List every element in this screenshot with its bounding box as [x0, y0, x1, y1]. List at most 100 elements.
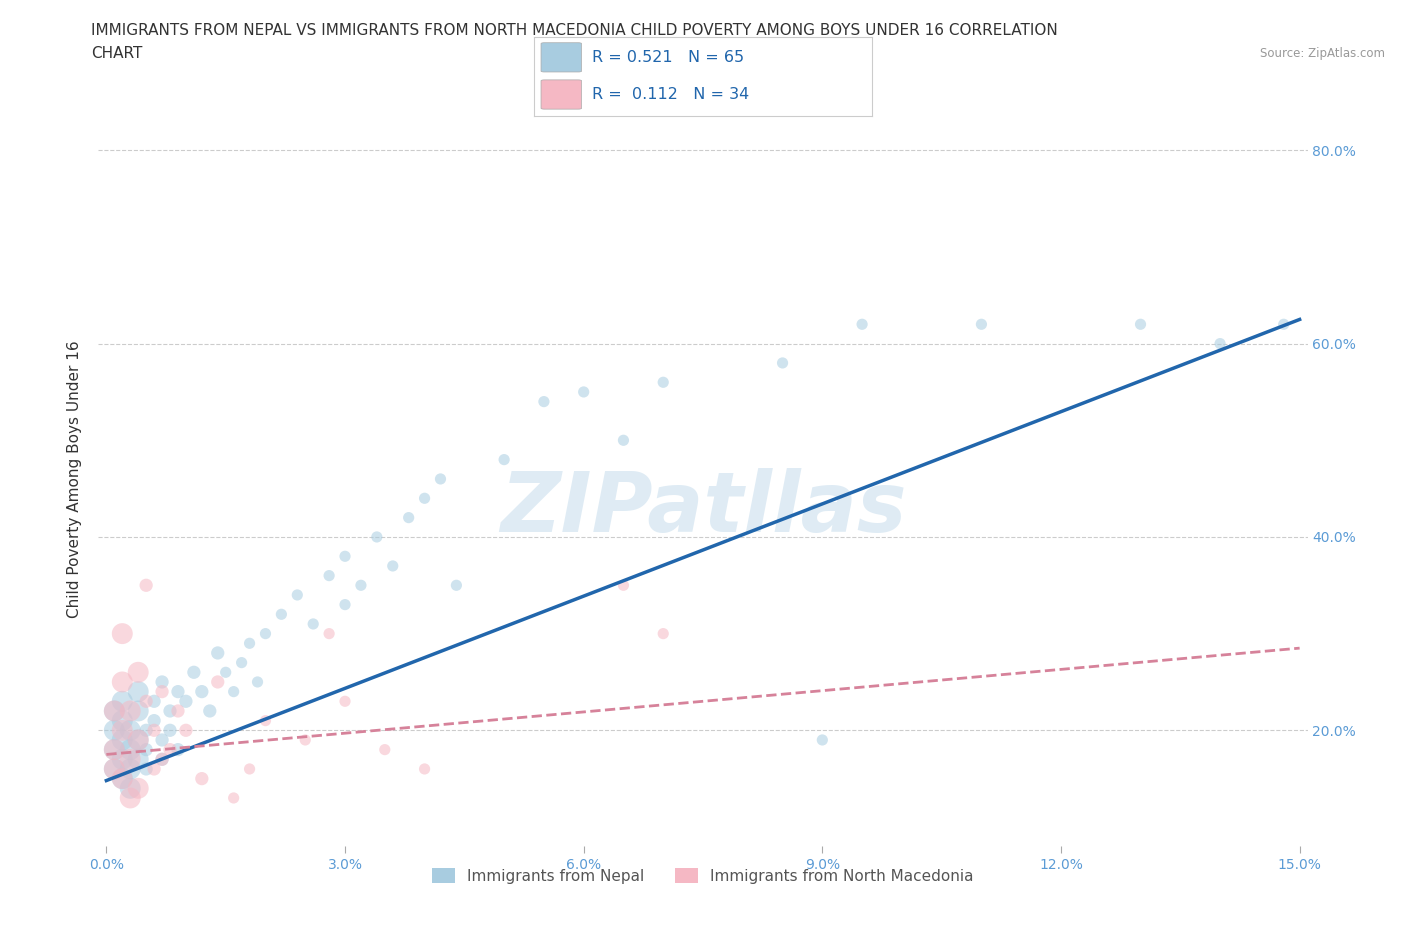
Point — [111, 733, 134, 748]
Point — [167, 742, 190, 757]
Point — [150, 674, 173, 689]
Point — [111, 751, 134, 766]
Point — [246, 674, 269, 689]
Y-axis label: Child Poverty Among Boys Under 16: Child Poverty Among Boys Under 16 — [67, 340, 83, 618]
Point — [127, 733, 149, 748]
Point — [159, 703, 181, 718]
Text: Source: ZipAtlas.com: Source: ZipAtlas.com — [1260, 46, 1385, 60]
Point — [120, 723, 142, 737]
Point — [811, 733, 834, 748]
Point — [302, 617, 325, 631]
Point — [120, 790, 142, 805]
Point — [612, 432, 634, 447]
Point — [1272, 317, 1295, 332]
Point — [366, 529, 388, 544]
Point — [150, 751, 173, 766]
FancyBboxPatch shape — [541, 43, 582, 72]
Point — [150, 751, 173, 766]
Point — [127, 703, 149, 718]
Point — [127, 751, 149, 766]
Point — [143, 762, 166, 777]
Point — [111, 674, 134, 689]
Point — [413, 762, 436, 777]
Point — [120, 742, 142, 757]
Point — [572, 384, 595, 399]
Point — [167, 684, 190, 699]
Point — [333, 549, 356, 564]
Point — [183, 665, 205, 680]
Point — [198, 703, 221, 718]
Point — [612, 578, 634, 592]
Point — [222, 790, 245, 805]
Point — [120, 762, 142, 777]
Point — [111, 771, 134, 786]
Point — [215, 665, 238, 680]
Point — [103, 742, 125, 757]
Point — [772, 355, 794, 370]
Point — [398, 511, 420, 525]
Point — [143, 723, 166, 737]
Point — [191, 684, 214, 699]
Point — [254, 626, 277, 641]
Point — [254, 713, 277, 728]
Point — [127, 665, 149, 680]
Point — [159, 723, 181, 737]
Point — [150, 684, 173, 699]
Point — [191, 771, 214, 786]
Point — [143, 694, 166, 709]
Point — [111, 771, 134, 786]
Point — [103, 762, 125, 777]
Text: R = 0.521   N = 65: R = 0.521 N = 65 — [592, 50, 744, 65]
Point — [135, 742, 157, 757]
Point — [350, 578, 373, 592]
Point — [318, 626, 340, 641]
Point — [533, 394, 555, 409]
Point — [429, 472, 451, 486]
Point — [333, 694, 356, 709]
FancyBboxPatch shape — [541, 80, 582, 109]
Point — [652, 626, 675, 641]
Point — [135, 723, 157, 737]
Point — [381, 559, 404, 574]
Point — [222, 684, 245, 699]
Point — [103, 723, 125, 737]
Point — [239, 636, 262, 651]
Point — [1129, 317, 1152, 332]
Point — [103, 762, 125, 777]
Point — [150, 733, 173, 748]
Point — [127, 781, 149, 796]
Point — [294, 733, 316, 748]
Point — [970, 317, 993, 332]
Point — [318, 568, 340, 583]
Point — [111, 723, 134, 737]
Point — [207, 645, 229, 660]
Point — [231, 656, 253, 671]
Point — [1209, 336, 1232, 351]
Text: CHART: CHART — [91, 46, 143, 61]
Point — [120, 781, 142, 796]
Point — [127, 733, 149, 748]
Point — [111, 694, 134, 709]
Point — [135, 694, 157, 709]
Point — [413, 491, 436, 506]
Point — [103, 703, 125, 718]
Point — [374, 742, 396, 757]
Point — [285, 588, 308, 603]
Text: ZIPatllas: ZIPatllas — [499, 468, 907, 549]
Point — [111, 626, 134, 641]
Legend: Immigrants from Nepal, Immigrants from North Macedonia: Immigrants from Nepal, Immigrants from N… — [426, 862, 980, 890]
Point — [103, 742, 125, 757]
Point — [167, 703, 190, 718]
Point — [494, 452, 516, 467]
Point — [851, 317, 873, 332]
Text: R =  0.112   N = 34: R = 0.112 N = 34 — [592, 87, 749, 102]
Point — [652, 375, 675, 390]
Point — [120, 751, 142, 766]
Point — [270, 607, 292, 622]
Point — [135, 762, 157, 777]
Point — [207, 674, 229, 689]
Point — [159, 742, 181, 757]
Point — [333, 597, 356, 612]
Point — [174, 694, 197, 709]
Point — [120, 703, 142, 718]
